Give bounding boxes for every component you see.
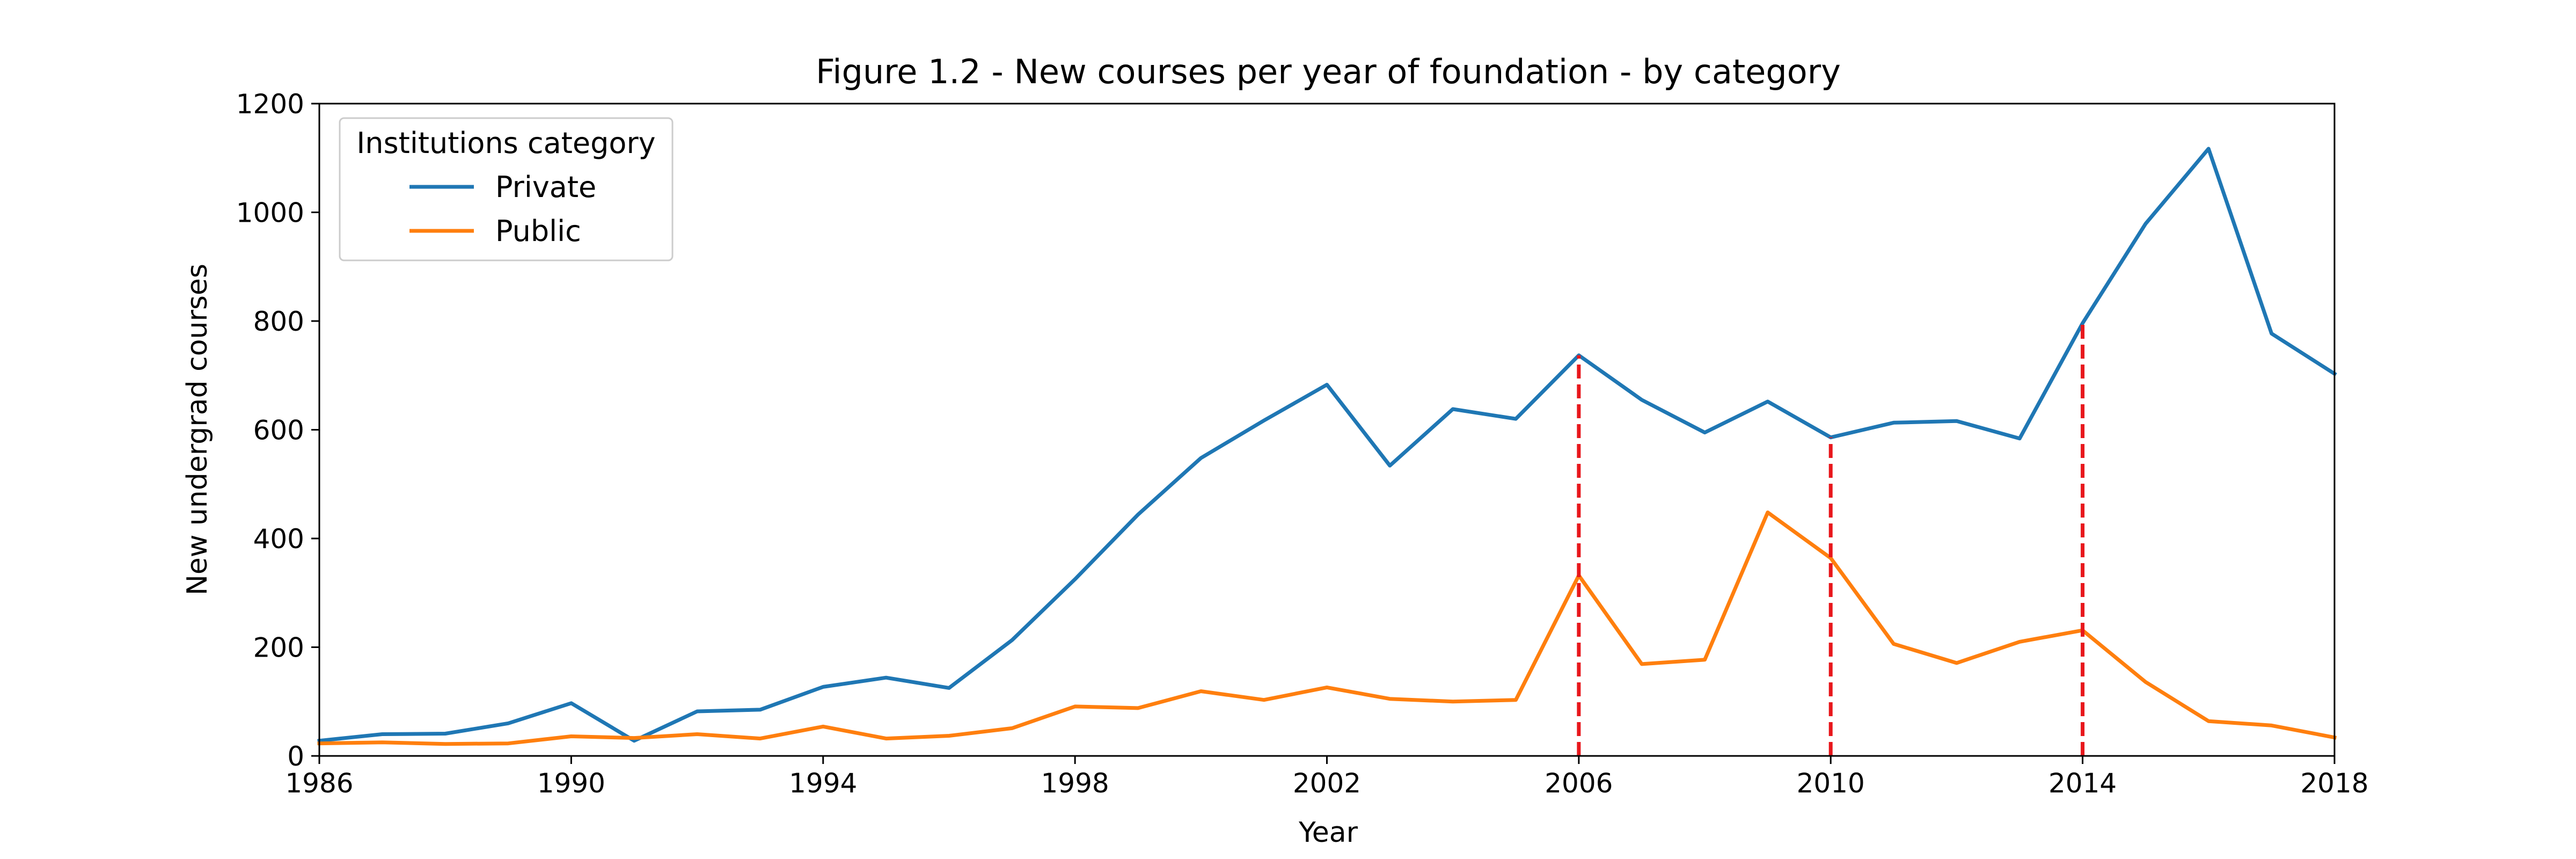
- x-tick-label-2002: 2002: [1293, 768, 1361, 799]
- legend: Institutions category Private Public: [339, 117, 674, 261]
- x-tick-label-2010: 2010: [1797, 768, 1865, 799]
- y-tick-label-600: 600: [253, 415, 304, 446]
- x-tick-label-1986: 1986: [285, 768, 353, 799]
- legend-title: Institutions category: [356, 126, 655, 160]
- x-tick-label-1990: 1990: [537, 768, 605, 799]
- x-tick-label-2006: 2006: [1545, 768, 1613, 799]
- y-tick-label-200: 200: [253, 632, 304, 664]
- x-axis-label: Year: [1298, 817, 1358, 849]
- y-tick-label-0: 0: [287, 741, 304, 772]
- y-axis-label: New undergrad courses: [181, 264, 214, 595]
- x-tick-label-1998: 1998: [1041, 768, 1109, 799]
- legend-box: [339, 117, 674, 261]
- legend-label-private: Private: [495, 170, 596, 204]
- y-tick-label-1000: 1000: [236, 198, 304, 229]
- legend-label-public: Public: [495, 214, 581, 248]
- chart-title: Figure 1.2 - New courses per year of fou…: [816, 52, 1841, 91]
- x-tick-label-1994: 1994: [789, 768, 857, 799]
- y-tick-label-800: 800: [253, 306, 304, 337]
- x-tick-label-2014: 2014: [2048, 768, 2117, 799]
- series-line-public: [317, 510, 2337, 746]
- y-tick-label-1200: 1200: [236, 89, 304, 120]
- plot-area: 1986 1990 1994 1998 2002 2006 2010 2014 2018 0 200…: [236, 89, 2369, 799]
- series-line-private: [317, 147, 2337, 743]
- y-tick-label-400: 400: [253, 523, 304, 555]
- x-tick-label-2018: 2018: [2300, 768, 2368, 799]
